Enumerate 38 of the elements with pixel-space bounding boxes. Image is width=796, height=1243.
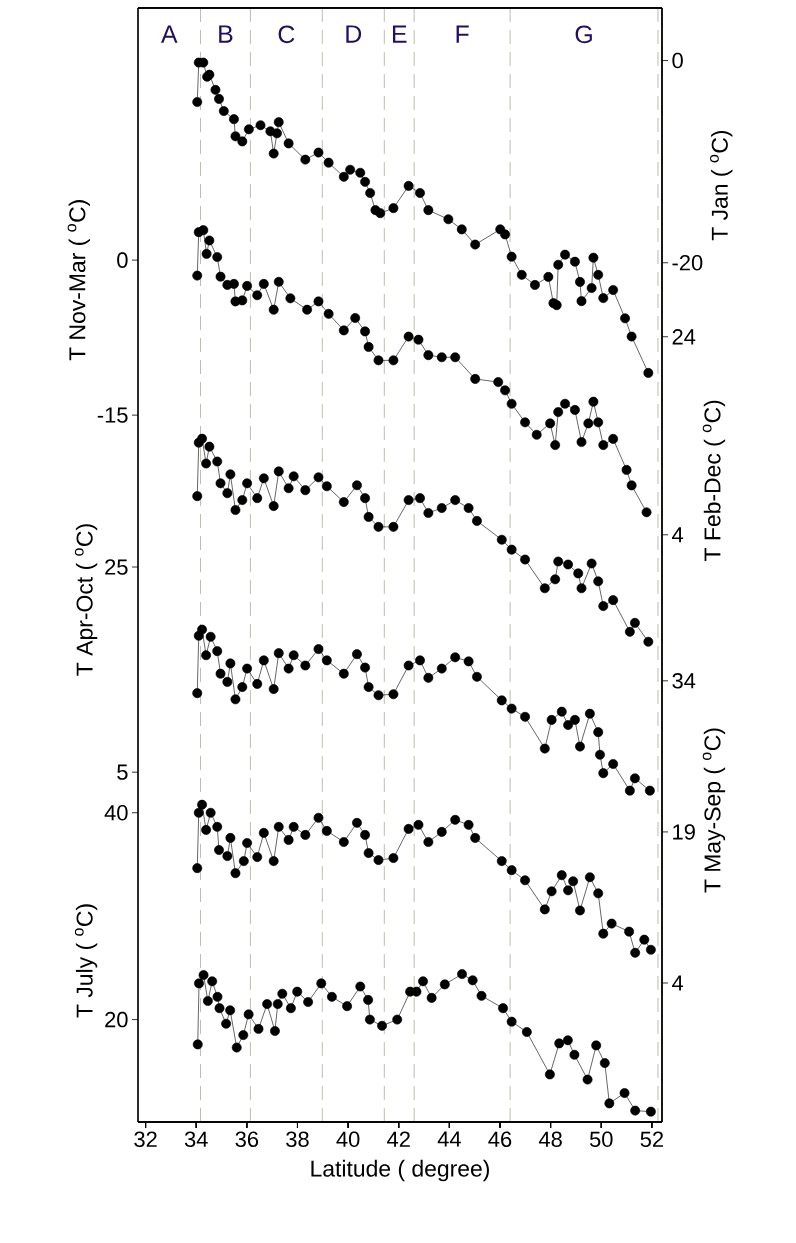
y-tick-label: 19 xyxy=(673,824,695,840)
x-tick-label: 48 xyxy=(538,1131,562,1148)
y-axis-title: T July ( $^{o}$C) xyxy=(74,904,98,1018)
annotation: B xyxy=(219,25,233,43)
x-tick-label: 38 xyxy=(286,1131,309,1148)
x-tick-label: 42 xyxy=(387,1131,410,1147)
x-tick-label: 40 xyxy=(336,1131,360,1148)
x-tick-label: 52 xyxy=(640,1131,663,1148)
x-tick-label: 44 xyxy=(437,1131,461,1147)
y-axis-title: T May-Sep ( $^{o}$C) xyxy=(702,728,726,893)
y-axis-title: T Feb-Dec ( $^{o}$C) xyxy=(702,400,726,561)
y-tick-label: 0 xyxy=(672,52,683,69)
annotation: F xyxy=(456,25,469,43)
y-tick-label: 34 xyxy=(672,673,696,689)
y-axis-title: T Apr-Oct ( $^{o}$C) xyxy=(74,524,98,676)
y-tick-label: 25 xyxy=(105,559,128,575)
annotation: A xyxy=(161,25,178,43)
y-tick-label: 40 xyxy=(104,804,128,821)
y-tick-label: 5 xyxy=(117,764,128,780)
y-axis-title: T Jan ( $^{o}$C) xyxy=(710,130,733,241)
x-tick-label: 46 xyxy=(488,1131,512,1148)
x-tick-label: 34 xyxy=(184,1131,208,1148)
x-tick-label: 36 xyxy=(235,1131,259,1148)
x-tick-label: 32 xyxy=(134,1131,157,1148)
y-tick-label: 0 xyxy=(117,252,128,268)
annotation: C xyxy=(278,25,295,44)
y-tick-label: 4 xyxy=(672,527,684,543)
y-axis-title: T Nov-Mar ( $^{o}$C) xyxy=(67,200,90,361)
annotation: G xyxy=(575,25,592,44)
annotation: E xyxy=(392,25,407,43)
y-tick-label: 4 xyxy=(672,975,684,991)
y-tick-label: 24 xyxy=(672,329,696,345)
y-tick-label: -20 xyxy=(672,254,703,271)
y-tick-label: 20 xyxy=(105,1011,128,1028)
y-tick-label: -15 xyxy=(97,407,128,423)
x-axis-title: Latitude ( degree) xyxy=(311,1159,489,1182)
annotation: D xyxy=(346,25,362,43)
x-tick-label: 50 xyxy=(589,1131,613,1148)
